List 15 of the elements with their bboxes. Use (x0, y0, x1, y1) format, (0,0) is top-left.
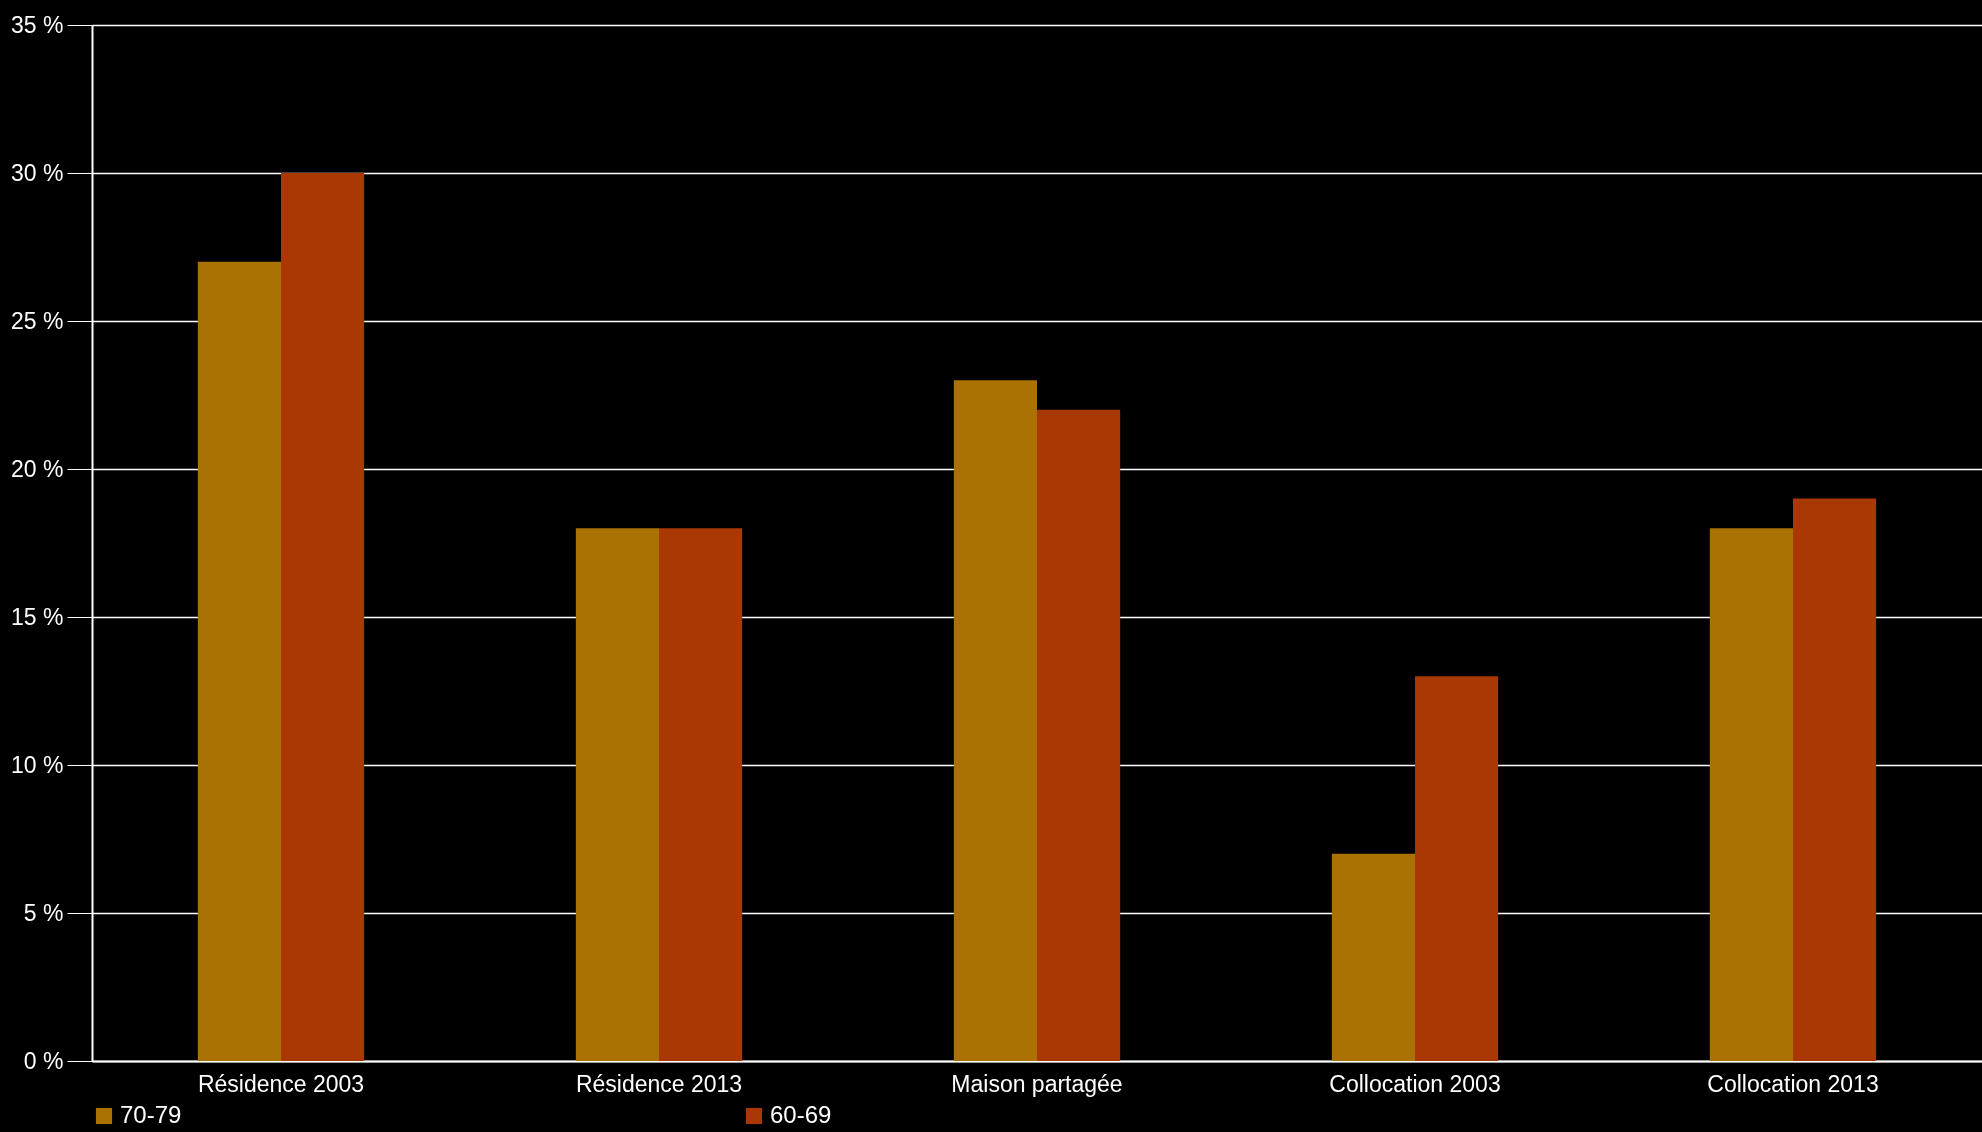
legend-label: 70-79 (120, 1101, 182, 1128)
x-tick-label: Collocation 2003 (1329, 1070, 1501, 1097)
y-tick-label: 0 % (23, 1047, 64, 1074)
x-tick-label: Collocation 2013 (1707, 1070, 1879, 1097)
y-tick-label: 30 % (11, 159, 64, 186)
y-tick-label: 25 % (11, 307, 64, 334)
y-tick-label: 5 % (23, 899, 64, 926)
y-tick-label: 15 % (11, 603, 64, 630)
x-tick-label: Maison partagée (951, 1070, 1123, 1097)
y-tick-label: 20 % (11, 455, 64, 482)
x-tick-label: Résidence 2003 (197, 1070, 365, 1097)
y-tick-label: 35 % (11, 11, 64, 38)
x-tick-label: Résidence 2013 (575, 1070, 743, 1097)
y-tick-label: 10 % (11, 751, 64, 778)
legend-label: 60-69 (770, 1101, 832, 1128)
